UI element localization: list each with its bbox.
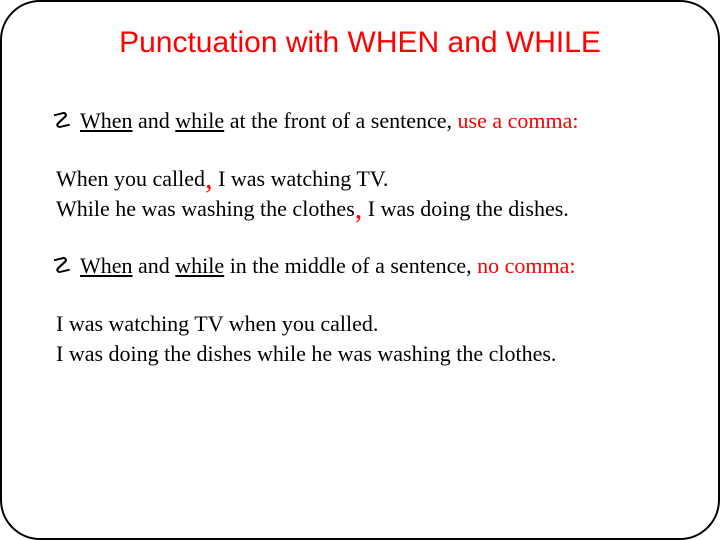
slide-frame: Punctuation with WHEN and WHILE ☡ When a… [0, 0, 720, 540]
ex2a: While he was washing the clothes [56, 196, 355, 221]
example-line-2: While he was washing the clothes, I was … [56, 194, 668, 224]
rule1-while: while [175, 108, 224, 133]
example-line-4: I was doing the dishes while he was wash… [56, 339, 668, 369]
rule1-mid: at the front of a sentence, [224, 108, 457, 133]
ex2-comma: , [355, 192, 363, 225]
slide-title: Punctuation with WHEN and WHILE [52, 26, 668, 60]
rule-middle-of-sentence: ☡ When and while in the middle of a sent… [52, 253, 668, 279]
ex1-comma: , [205, 162, 213, 195]
rule2-mid: in the middle of a sentence, [224, 253, 477, 278]
rule2-and: and [133, 253, 176, 278]
ex1a: When you called [56, 166, 205, 191]
examples-front: When you called, I was watching TV. Whil… [52, 164, 668, 223]
rule2-tail: no comma: [477, 253, 575, 278]
ex2b: I was doing the dishes. [362, 196, 569, 221]
example-line-3: I was watching TV when you called. [56, 309, 668, 339]
rule1-when: When [80, 108, 133, 133]
rule2-while: while [175, 253, 224, 278]
bullet-icon: ☡ [52, 253, 72, 279]
rule1-tail: use a comma: [458, 108, 579, 133]
examples-middle: I was watching TV when you called. I was… [52, 309, 668, 368]
rule-front-of-sentence: ☡ When and while at the front of a sente… [52, 108, 668, 134]
bullet-icon: ☡ [52, 108, 72, 134]
ex1b: I was watching TV. [213, 166, 389, 191]
rule1-and: and [133, 108, 176, 133]
example-line-1: When you called, I was watching TV. [56, 164, 668, 194]
rule2-when: When [80, 253, 133, 278]
